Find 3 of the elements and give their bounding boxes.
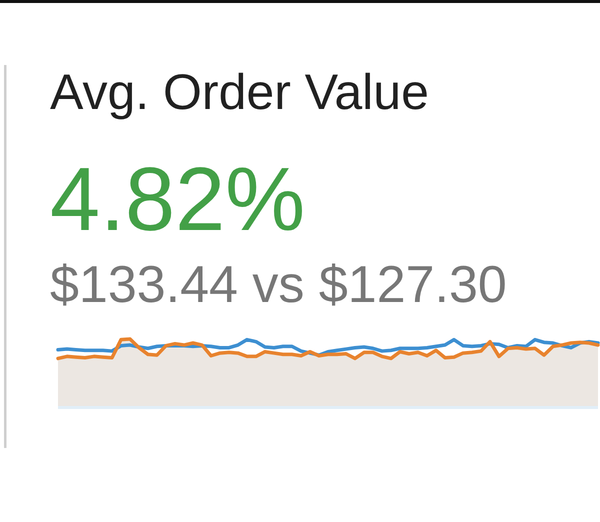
text: $133.44 vs $127.30	[50, 256, 507, 314]
chart-title: Avg. Order Value	[50, 64, 429, 120]
text: 4.82%	[50, 150, 306, 250]
